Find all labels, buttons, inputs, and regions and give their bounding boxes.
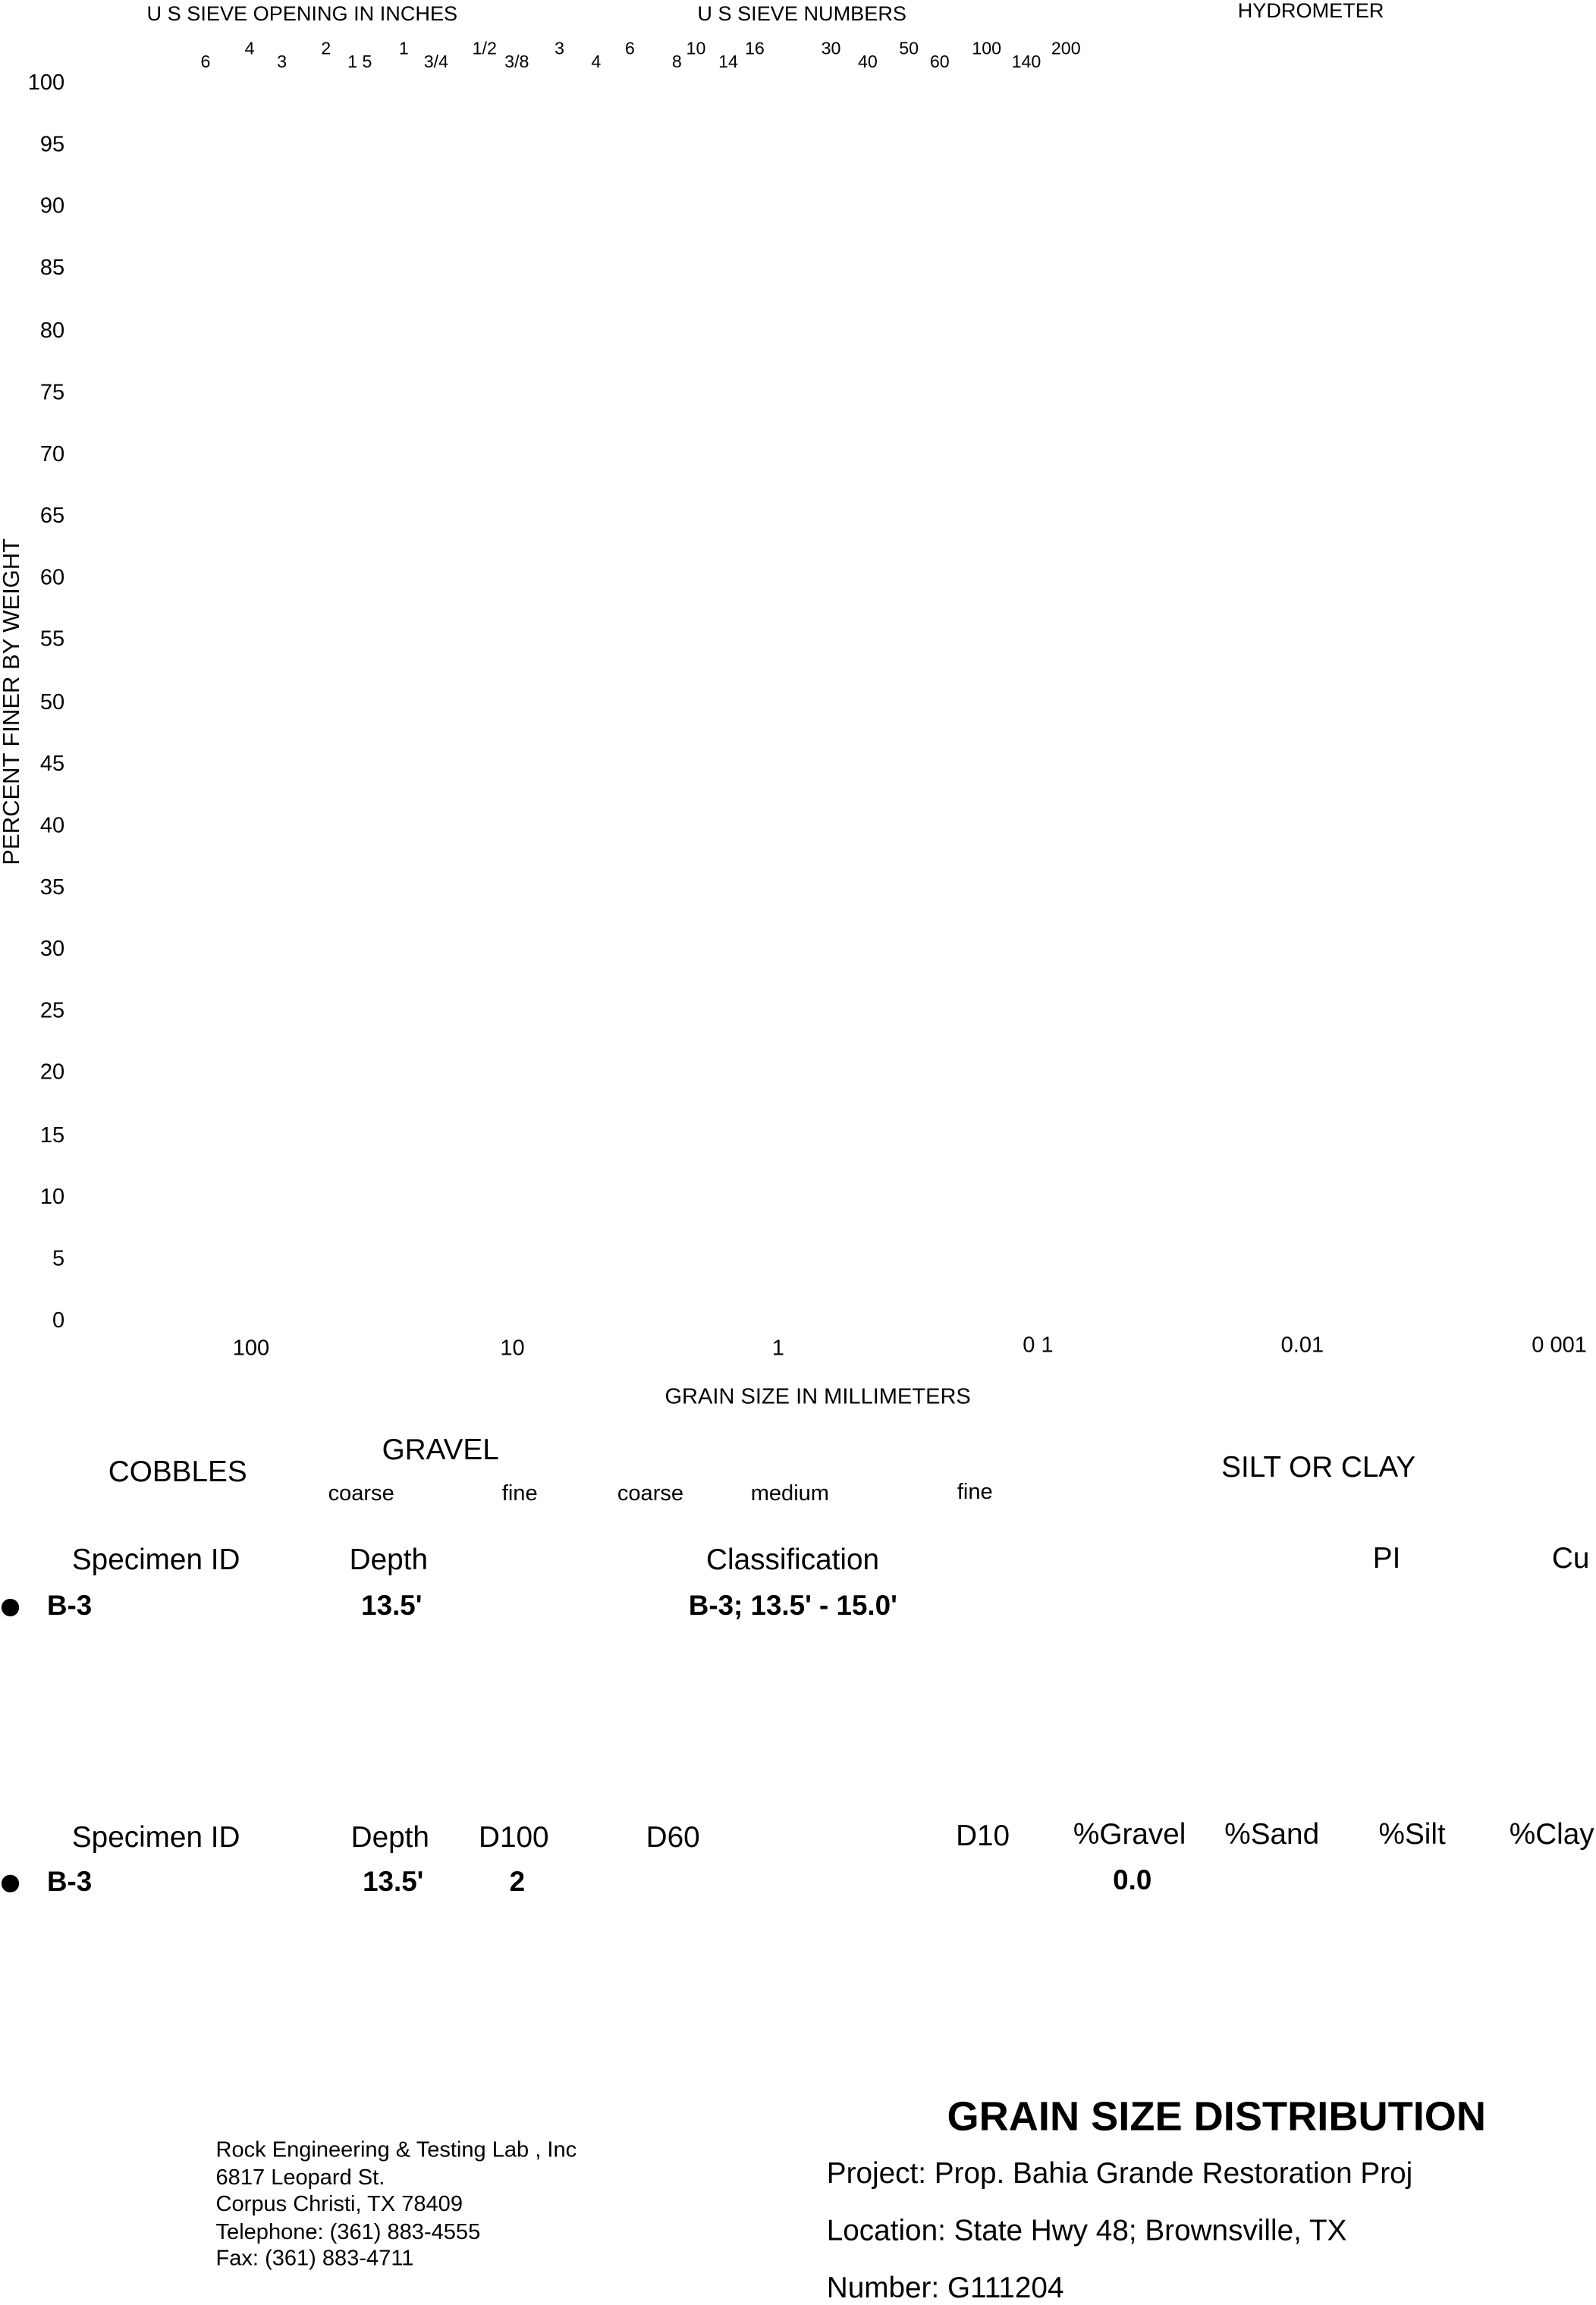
sieve-label: 3: [554, 38, 564, 59]
t2-header-d10: D10: [956, 1820, 1010, 1853]
y-tick-label: 45: [39, 751, 65, 777]
t2-header-d60: D60: [646, 1822, 700, 1854]
sieve-label: 40: [858, 51, 878, 72]
location-line: Location: State Hwy 48; Brownsville, TX: [826, 2215, 1347, 2248]
class-sand-coarse: coarse: [617, 1481, 684, 1506]
y-axis-label: PERCENT FINER BY WEIGHT: [0, 538, 25, 865]
class-sand-fine: fine: [957, 1480, 993, 1505]
t2-row-id: B-3: [46, 1867, 93, 1898]
x-tick-label: 100: [232, 1336, 270, 1361]
t2-row-d100: 2: [509, 1867, 526, 1898]
class-cobbles: COBBLES: [108, 1456, 247, 1489]
t1-header-specimen: Specimen ID: [71, 1544, 240, 1577]
class-gravel: GRAVEL: [382, 1434, 499, 1467]
specimen-marker-icon: [1, 1598, 20, 1617]
sieve-numbers-header: U S SIEVE NUMBERS: [697, 1, 906, 25]
y-tick-label: 40: [39, 812, 65, 838]
project-line: Project: Prop. Bahia Grande Restoration …: [826, 2158, 1413, 2190]
y-tick-label: 65: [39, 504, 65, 529]
y-tick-label: 90: [39, 194, 65, 219]
t2-header-gravel: %Gravel: [1073, 1819, 1186, 1851]
t1-header-depth: Depth: [349, 1544, 428, 1577]
hydrometer-header: HYDROMETER: [1237, 0, 1384, 23]
class-gravel-fine: fine: [501, 1481, 538, 1506]
y-tick-label: 60: [39, 565, 65, 591]
t1-header-classification: Classification: [706, 1544, 880, 1577]
y-tick-label: 5: [52, 1246, 65, 1271]
sieve-label: 50: [899, 38, 919, 59]
sieve-label: 30: [821, 38, 841, 59]
class-silt-clay: SILT OR CLAY: [1221, 1452, 1416, 1484]
sieve-label: 4: [591, 51, 602, 72]
y-tick-label: 50: [39, 689, 65, 714]
class-gravel-coarse: coarse: [328, 1481, 394, 1506]
sieve-label: 14: [718, 51, 738, 72]
sieve-label: 8: [671, 51, 682, 72]
t2-header-specimen: Specimen ID: [71, 1822, 240, 1854]
y-tick-label: 95: [39, 132, 65, 158]
y-tick-label: 15: [39, 1122, 65, 1148]
t2-row-gravel: 0.0: [1113, 1866, 1152, 1897]
sieve-label: 3/8: [504, 51, 529, 72]
t2-row-depth: 13.5': [363, 1867, 424, 1898]
sieve-label: 100: [972, 38, 1002, 59]
y-tick-label: 55: [39, 627, 65, 653]
report-title: GRAIN SIZE DISTRIBUTION: [947, 2093, 1487, 2140]
class-sand-medium: medium: [750, 1481, 829, 1506]
sieve-label: 4: [244, 38, 255, 59]
t2-header-sand: %Sand: [1224, 1819, 1320, 1851]
x-tick-label: 1: [771, 1336, 784, 1361]
sieve-label: 1/2: [472, 38, 497, 59]
y-tick-label: 25: [39, 998, 65, 1024]
y-tick-label: 35: [39, 875, 65, 900]
t1-header-pi: PI: [1372, 1543, 1401, 1575]
t2-header-silt: %Silt: [1378, 1819, 1446, 1851]
y-tick-label: 75: [39, 379, 65, 405]
t2-header-clay: %Clay: [1509, 1819, 1594, 1851]
sieve-label: 6: [200, 51, 211, 72]
specimen-marker-icon: [1, 1874, 20, 1892]
sieve-label: 140: [1011, 51, 1041, 72]
t1-row-depth: 13.5': [361, 1591, 423, 1622]
t1-header-cu: Cu: [1551, 1543, 1590, 1575]
y-tick-label: 100: [27, 70, 65, 96]
sieve-label: 3/4: [423, 51, 449, 72]
sieve-label: 60: [929, 51, 950, 72]
sieve-inches-header: U S SIEVE OPENING IN INCHES: [146, 1, 458, 25]
company-phone: Telephone: (361) 883-4555: [215, 2219, 481, 2244]
sieve-label: 3: [277, 51, 287, 72]
t1-row-id: B-3: [46, 1591, 93, 1622]
company-name: Rock Engineering & Testing Lab , Inc: [215, 2137, 577, 2163]
x-tick-label: 10: [500, 1336, 525, 1361]
sieve-label: 1 5: [347, 51, 372, 72]
y-tick-label: 80: [39, 318, 65, 344]
y-tick-label: 10: [39, 1184, 65, 1210]
sieve-label: 16: [744, 38, 765, 59]
t2-header-depth: Depth: [350, 1822, 429, 1854]
company-fax: Fax: (361) 883-4711: [215, 2246, 414, 2272]
y-tick-label: 0: [52, 1308, 65, 1333]
x-tick-label: 0 1: [1023, 1333, 1054, 1358]
sieve-label: 10: [686, 38, 706, 59]
company-address: Rock Engineering & Testing Lab , Inc 681…: [216, 2137, 577, 2273]
y-tick-label: 70: [39, 441, 65, 467]
y-tick-label: 30: [39, 937, 65, 962]
t2-header-d100: D100: [479, 1822, 549, 1854]
y-tick-label: 85: [39, 256, 65, 281]
company-street: 6817 Leopard St.: [215, 2165, 385, 2190]
sieve-label: 6: [624, 38, 635, 59]
y-tick-label: 20: [39, 1060, 65, 1086]
x-tick-label: 0 001: [1532, 1333, 1587, 1358]
sieve-label: 1: [398, 38, 409, 59]
sieve-label: 200: [1051, 38, 1081, 59]
x-tick-label: 0.01: [1280, 1333, 1324, 1358]
x-axis-label: GRAIN SIZE IN MILLIMETERS: [664, 1384, 971, 1410]
t1-row-classification: B-3; 13.5' - 15.0': [688, 1591, 897, 1622]
company-city: Corpus Christi, TX 78409: [215, 2191, 463, 2217]
number-line: Number: G111204: [826, 2272, 1064, 2305]
sieve-label: 2: [321, 38, 331, 59]
